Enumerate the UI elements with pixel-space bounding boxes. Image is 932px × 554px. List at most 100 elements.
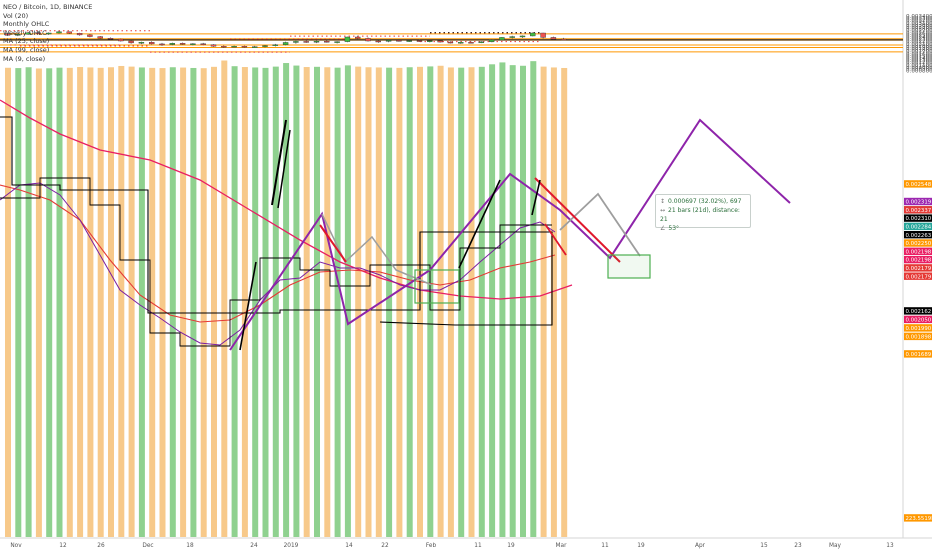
- price-tag-label: 0.002284: [906, 225, 932, 231]
- candle[interactable]: [149, 42, 154, 44]
- x-tick-label: 12: [59, 543, 67, 549]
- candle[interactable]: [448, 42, 453, 43]
- candle[interactable]: [376, 41, 381, 42]
- candle[interactable]: [139, 42, 144, 43]
- measure-bars: 21 bars (21d), distance: 21: [660, 207, 740, 223]
- x-tick-label: 26: [97, 543, 105, 549]
- candle[interactable]: [458, 42, 463, 43]
- volume-bar: [201, 68, 207, 537]
- legend-item-ma99[interactable]: MA (99, close): [3, 46, 92, 55]
- price-tag-label: 0.002050: [906, 318, 932, 324]
- candle[interactable]: [180, 43, 185, 44]
- volume-bar: [57, 68, 63, 537]
- candle[interactable]: [118, 39, 123, 41]
- candle[interactable]: [304, 41, 309, 42]
- candle[interactable]: [170, 43, 175, 44]
- price-tag-label: 0.002337: [906, 208, 932, 214]
- candle[interactable]: [273, 45, 278, 46]
- x-tick-label: 24: [250, 543, 258, 549]
- volume-bar: [170, 67, 176, 537]
- candle[interactable]: [293, 41, 298, 42]
- volume-bar: [345, 65, 351, 537]
- candle[interactable]: [252, 47, 257, 48]
- candle[interactable]: [499, 37, 504, 40]
- candle[interactable]: [417, 41, 422, 42]
- price-tag-label: 0.002162: [906, 309, 932, 315]
- candle[interactable]: [407, 41, 412, 42]
- x-tick-label: Dec: [142, 543, 153, 549]
- candle[interactable]: [160, 44, 165, 45]
- y-tick-label: 0.000800: [906, 69, 932, 75]
- candle[interactable]: [469, 42, 474, 43]
- candle[interactable]: [561, 39, 566, 40]
- x-tick-label: 11: [601, 543, 609, 549]
- price-tag-label: 0.002263: [906, 233, 932, 239]
- volume-bar: [438, 66, 444, 537]
- volume-bar: [469, 67, 475, 537]
- legend-item-weekly-ohlc[interactable]: Weekly OHLC: [3, 29, 92, 38]
- price-tag-label: 0.002179: [906, 274, 932, 280]
- candle[interactable]: [438, 41, 443, 42]
- candle[interactable]: [366, 38, 371, 41]
- volume-bar: [448, 67, 454, 537]
- candle[interactable]: [201, 44, 206, 45]
- candle[interactable]: [314, 41, 319, 42]
- legend-item-vol[interactable]: Vol (20): [3, 12, 92, 21]
- candle[interactable]: [479, 42, 484, 43]
- candle[interactable]: [335, 42, 340, 43]
- candle[interactable]: [129, 41, 134, 43]
- candle[interactable]: [541, 33, 546, 37]
- candle[interactable]: [530, 33, 535, 36]
- x-tick-label: 23: [794, 543, 802, 549]
- candle[interactable]: [427, 41, 432, 42]
- candle[interactable]: [242, 46, 247, 47]
- candle[interactable]: [108, 38, 113, 39]
- volume-bar: [77, 67, 83, 537]
- volume-bar: [36, 69, 42, 538]
- x-tick-label: 18: [186, 543, 194, 549]
- x-tick-label: 19: [507, 543, 515, 549]
- volume-bar: [396, 68, 402, 537]
- candle[interactable]: [211, 45, 216, 46]
- candle[interactable]: [221, 46, 226, 47]
- candle[interactable]: [283, 42, 288, 44]
- chart-legend: NEO / Bitcoin, 1D, BINANCE Vol (20) Mont…: [3, 3, 92, 63]
- volume-bar: [160, 68, 166, 537]
- price-tag-label: 0.002250: [906, 241, 932, 247]
- price-tag-label: 0.001990: [906, 326, 932, 332]
- price-tag-label: 0.002179: [906, 266, 932, 272]
- legend-item-ma25[interactable]: MA (25, close): [3, 37, 92, 46]
- candle[interactable]: [263, 46, 268, 47]
- candle[interactable]: [520, 36, 525, 37]
- candle[interactable]: [551, 37, 556, 39]
- bar-range-icon: ↔: [660, 207, 665, 214]
- candle[interactable]: [345, 37, 350, 42]
- x-tick-label: 11: [474, 543, 482, 549]
- volume-bar: [46, 68, 52, 537]
- volume-bar: [242, 67, 248, 537]
- candle[interactable]: [510, 37, 515, 38]
- volume-bar: [499, 62, 505, 537]
- volume-bar: [108, 67, 114, 537]
- volume-bar: [386, 68, 392, 537]
- candle[interactable]: [324, 41, 329, 42]
- legend-item-ma9[interactable]: MA (9, close): [3, 55, 92, 64]
- candle[interactable]: [396, 40, 401, 41]
- green-zone-box-2[interactable]: [608, 255, 650, 278]
- candle[interactable]: [98, 37, 103, 39]
- x-tick-label: Feb: [426, 543, 437, 549]
- measure-tooltip: ↕0.000697 (32.02%), 697 ↔21 bars (21d), …: [655, 194, 751, 228]
- volume-bar: [407, 67, 413, 537]
- price-tag-label: 0.002198: [906, 249, 932, 255]
- volume-bar: [489, 64, 495, 537]
- x-tick-label: 15: [760, 543, 768, 549]
- legend-item-monthly-ohlc[interactable]: Monthly OHLC: [3, 20, 92, 29]
- candle[interactable]: [489, 40, 494, 42]
- x-tick-label: Apr: [695, 543, 706, 549]
- candle[interactable]: [190, 44, 195, 45]
- candle[interactable]: [355, 37, 360, 38]
- candle[interactable]: [232, 46, 237, 47]
- candle[interactable]: [386, 40, 391, 41]
